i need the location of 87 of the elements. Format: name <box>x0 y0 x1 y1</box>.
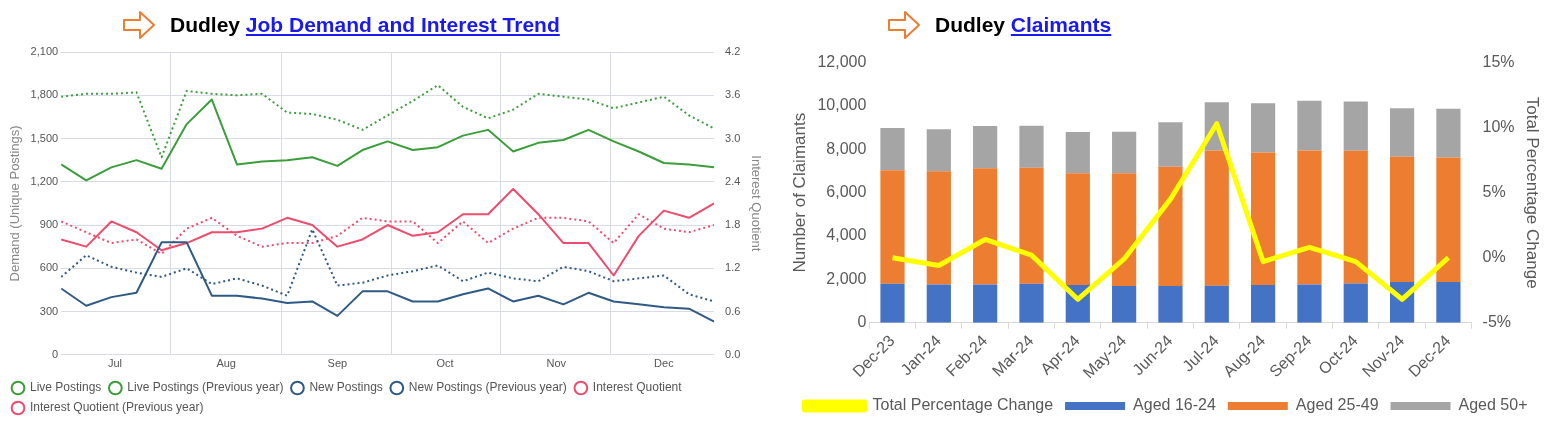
bar <box>1297 100 1322 151</box>
y2-axis-title: Interest Quotient <box>748 155 764 252</box>
bar <box>1297 284 1322 323</box>
y-tick-label: 12,000 <box>817 53 867 71</box>
y2-tick-label: 0% <box>1482 248 1506 266</box>
y-axis-title: Number of Claimants <box>789 112 809 273</box>
legend-label: Total Percentage Change <box>872 396 1054 414</box>
bar <box>1251 152 1276 285</box>
bar <box>1112 173 1137 287</box>
bar <box>1297 150 1322 285</box>
y-tick-label: 2,100 <box>30 45 59 58</box>
bar <box>1112 286 1137 323</box>
bar <box>1065 173 1090 285</box>
bar <box>1251 284 1276 323</box>
bar <box>1343 283 1368 323</box>
bar <box>1158 166 1183 287</box>
bar <box>1019 283 1044 323</box>
bar <box>926 284 951 323</box>
y-tick-label: 0 <box>857 313 867 331</box>
bar <box>1389 156 1415 282</box>
bar <box>1204 285 1229 323</box>
bar <box>1065 131 1090 174</box>
bar <box>1158 122 1183 167</box>
legend-label: Aged 25-49 <box>1295 396 1379 414</box>
y-tick-label: 4,000 <box>826 226 867 244</box>
bar <box>880 128 905 171</box>
legend-label: Aged 50+ <box>1458 396 1528 414</box>
bar <box>1343 150 1368 284</box>
y2-tick-label: 3.0 <box>725 131 741 144</box>
line-series <box>61 84 715 159</box>
bar <box>1389 108 1415 157</box>
bar <box>973 284 998 323</box>
y2-tick-label: 3.6 <box>725 88 741 101</box>
y2-tick-label: 10% <box>1482 118 1515 136</box>
y-tick-label: 1,800 <box>30 88 59 101</box>
y2-tick-label: -5% <box>1482 313 1512 331</box>
bar <box>1112 131 1137 174</box>
x-tick-label: Dec <box>654 357 675 370</box>
legend-label: New Postings <box>309 380 383 395</box>
x-tick-label: Nov <box>546 357 567 370</box>
chart-title: Dudley Claimants <box>935 13 1112 36</box>
legend-label: Aged 16-24 <box>1133 396 1216 414</box>
legend-label: New Postings (Previous year) <box>408 380 567 395</box>
y2-tick-label: 0.0 <box>725 347 741 360</box>
chart-title: Dudley Job Demand and Interest Trend <box>170 13 560 36</box>
bar <box>1019 167 1044 284</box>
y-tick-label: 600 <box>39 261 59 274</box>
bar <box>1436 157 1461 282</box>
y-tick-label: 1,200 <box>30 174 59 187</box>
y2-axis-title: Total Percentage Change <box>1523 96 1543 289</box>
bar <box>973 126 998 169</box>
y2-tick-label: 15% <box>1482 53 1515 71</box>
bar <box>926 171 951 285</box>
y2-tick-label: 4.2 <box>725 45 741 58</box>
y2-tick-label: 1.2 <box>725 261 741 274</box>
y-tick-label: 1,500 <box>30 131 59 144</box>
x-tick-label: Oct <box>436 357 454 370</box>
y-axis-title: Demand (Unique Postings) <box>7 125 23 282</box>
y-tick-label: 8,000 <box>826 139 867 157</box>
bar <box>926 129 951 172</box>
legend-label: Interest Quotient (Previous year) <box>30 400 204 415</box>
x-tick-label: Jul <box>107 357 122 370</box>
bar <box>1158 286 1183 323</box>
bar <box>1343 101 1368 151</box>
bar <box>1251 103 1276 153</box>
y-tick-label: 10,000 <box>817 96 867 114</box>
bar <box>1019 125 1044 168</box>
legend-label: Interest Quotient <box>592 380 683 395</box>
x-tick-label: Sep <box>327 357 348 370</box>
y2-tick-label: 5% <box>1482 183 1506 201</box>
y-tick-label: 6,000 <box>826 183 867 201</box>
y-tick-label: 300 <box>39 304 59 317</box>
x-tick-label: Aug <box>216 357 236 370</box>
bar <box>1204 150 1229 286</box>
legend-label: Live Postings <box>30 380 102 395</box>
legend-label: Live Postings (Previous year) <box>127 380 284 395</box>
y2-tick-label: 1.8 <box>725 218 741 231</box>
y2-tick-label: 2.4 <box>725 174 741 187</box>
y-tick-label: 2,000 <box>826 269 867 287</box>
y2-tick-label: 0.6 <box>725 304 741 317</box>
bar <box>973 168 998 285</box>
bar <box>1436 281 1461 323</box>
y-tick-label: 0 <box>52 347 59 360</box>
bar <box>1436 108 1461 158</box>
y-tick-label: 900 <box>39 218 59 231</box>
bar <box>880 170 905 284</box>
bar <box>880 283 905 323</box>
